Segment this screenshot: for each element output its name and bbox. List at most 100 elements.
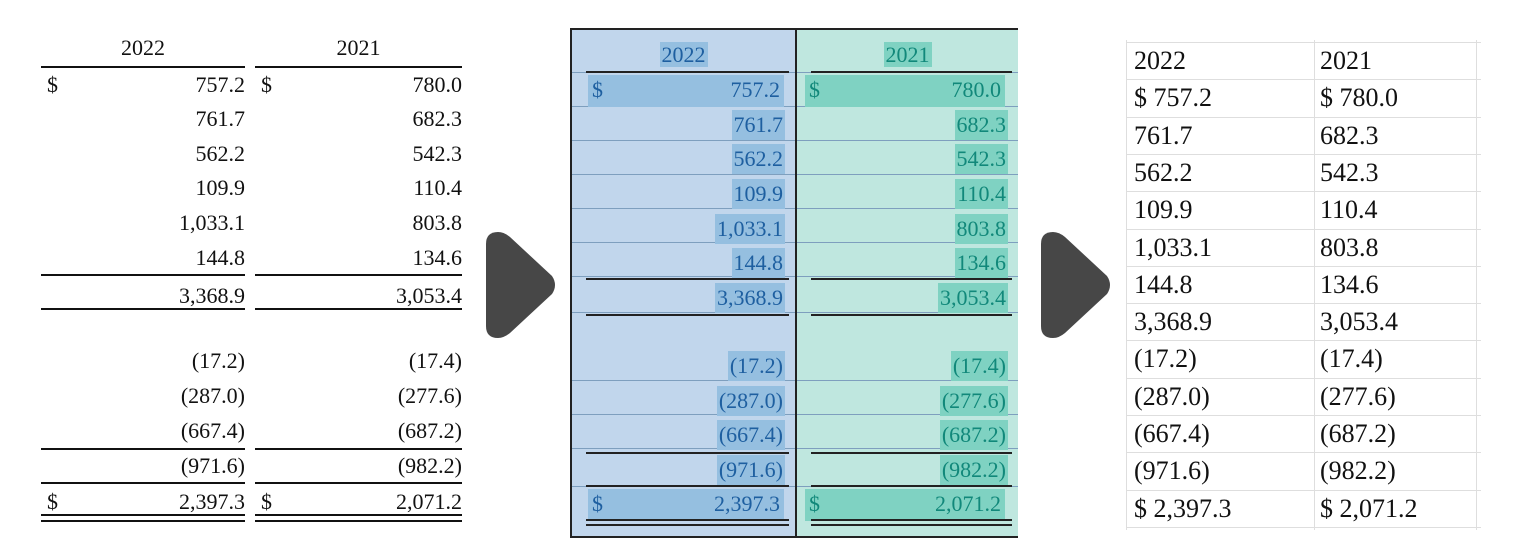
cell-value: (17.4) <box>950 351 1008 381</box>
table-cell: 144.8 <box>41 243 246 273</box>
table-cell: 1,033.1 <box>41 208 245 238</box>
cell-value: (17.4) <box>408 348 462 373</box>
row-separator <box>572 276 795 277</box>
detected-cell: $780.0 <box>805 75 1005 107</box>
detected-cell: 1,033.1 <box>572 214 795 246</box>
spreadsheet-header-cell[interactable]: 2022 <box>1134 46 1186 75</box>
spreadsheet-cell[interactable]: $ 757.2 <box>1134 83 1212 112</box>
spreadsheet-cell[interactable]: $ 2,397.3 <box>1134 494 1232 523</box>
row-separator <box>797 414 1018 415</box>
cell-value: 761.7 <box>195 106 246 131</box>
cell-value: (667.4) <box>716 420 785 450</box>
currency-symbol: $ <box>592 491 603 516</box>
column-header: 2022 <box>572 42 795 68</box>
currency-symbol: $ <box>261 72 272 97</box>
detected-cell: (287.0) <box>572 386 795 418</box>
currency-symbol: $ <box>261 489 272 514</box>
table-cell: 682.3 <box>255 104 463 134</box>
spreadsheet-cell[interactable]: (17.4) <box>1320 344 1383 373</box>
arrow-right-icon <box>1041 232 1110 338</box>
cell-value: 682.3 <box>954 110 1008 140</box>
grid-line <box>1126 303 1481 304</box>
column-header: 2021 <box>797 42 1018 68</box>
underline <box>811 485 1012 487</box>
double-underline <box>811 519 1012 526</box>
spreadsheet-cell[interactable]: $ 2,071.2 <box>1320 494 1418 523</box>
detected-cell: 134.6 <box>797 248 1018 280</box>
spreadsheet-cell[interactable]: 761.7 <box>1134 121 1193 150</box>
cell-value: 110.4 <box>955 179 1008 209</box>
table-cell: (971.6) <box>41 451 245 481</box>
spreadsheet-cell[interactable]: (982.2) <box>1320 456 1396 485</box>
cell-value: (982.2) <box>939 455 1008 485</box>
grid-line <box>1126 378 1481 379</box>
spreadsheet-cell[interactable]: 803.8 <box>1320 233 1379 262</box>
double-underline <box>41 514 245 522</box>
cell-value: 1,033.1 <box>715 214 785 244</box>
grid-line <box>1126 415 1481 416</box>
double-underline <box>586 519 789 526</box>
spreadsheet-cell[interactable]: 682.3 <box>1320 121 1379 150</box>
currency-symbol: $ <box>592 77 603 102</box>
underline <box>586 452 789 454</box>
table-cell: 109.9 <box>41 173 246 203</box>
cell-value: (667.4) <box>180 418 245 443</box>
cell-value: (17.2) <box>727 351 785 381</box>
cell-value: (287.0) <box>716 386 785 416</box>
column-header-label: 2022 <box>659 42 708 67</box>
underline <box>586 278 789 280</box>
cell-value: 3,053.4 <box>396 283 462 308</box>
grid-line <box>1126 40 1127 530</box>
cell-value: (971.6) <box>180 453 245 478</box>
cell-value: 780.0 <box>412 72 463 97</box>
underline <box>255 274 462 276</box>
spreadsheet-cell[interactable]: (667.4) <box>1134 419 1210 448</box>
spreadsheet-cell[interactable]: 562.2 <box>1134 158 1193 187</box>
spreadsheet-cell[interactable]: $ 780.0 <box>1320 83 1398 112</box>
cell-value: 134.6 <box>412 245 463 270</box>
detected-cell: 761.7 <box>572 110 795 142</box>
spreadsheet-header-cell[interactable]: 2021 <box>1320 46 1372 75</box>
cell-value: 110.4 <box>413 175 462 200</box>
spreadsheet-cell[interactable]: (287.0) <box>1134 382 1210 411</box>
table-cell: $2,071.2 <box>255 487 462 517</box>
spreadsheet-cell[interactable]: (687.2) <box>1320 419 1396 448</box>
row-separator <box>572 242 795 243</box>
underline <box>586 71 789 73</box>
table-cell: 562.2 <box>41 139 246 169</box>
spreadsheet-cell[interactable]: 144.8 <box>1134 270 1193 299</box>
spreadsheet-cell[interactable]: (971.6) <box>1134 456 1210 485</box>
cell-value: (17.2) <box>191 348 245 373</box>
table-cell: 3,368.9 <box>41 281 245 311</box>
spreadsheet-cell[interactable]: 109.9 <box>1134 195 1193 224</box>
currency-symbol: $ <box>47 489 58 514</box>
grid-line <box>1126 527 1481 528</box>
spreadsheet-cell[interactable]: (277.6) <box>1320 382 1396 411</box>
detected-cell: (17.2) <box>572 351 795 383</box>
spreadsheet-cell[interactable]: 134.6 <box>1320 270 1379 299</box>
row-separator <box>572 414 795 415</box>
spreadsheet-cell[interactable]: (17.2) <box>1134 344 1197 373</box>
row-separator <box>797 312 1018 313</box>
grid-line <box>1126 79 1481 80</box>
table-cell: (17.2) <box>41 346 245 376</box>
cell-value: (687.2) <box>397 418 462 443</box>
cell-value: 803.8 <box>954 214 1008 244</box>
spreadsheet-cell[interactable]: 1,033.1 <box>1134 233 1212 262</box>
spreadsheet-cell[interactable]: 110.4 <box>1320 195 1378 224</box>
spreadsheet-cell[interactable]: 3,053.4 <box>1320 307 1398 336</box>
detected-cell: (277.6) <box>797 386 1018 418</box>
spreadsheet-cell[interactable]: 542.3 <box>1320 158 1379 187</box>
spreadsheet-cell[interactable]: 3,368.9 <box>1134 307 1212 336</box>
table-cell: $2,397.3 <box>41 487 245 517</box>
detected-cell: 144.8 <box>572 248 795 280</box>
grid-line <box>1126 340 1481 341</box>
cell-value: (982.2) <box>397 453 462 478</box>
cell-value: 757.2 <box>195 72 246 97</box>
cell-value: (287.0) <box>180 383 245 408</box>
row-separator <box>797 276 1018 277</box>
underline <box>41 308 245 310</box>
spreadsheet-grid: 2022 2021 $ 757.2 $ 780.0 761.7 682.3 562.2 542… <box>1126 40 1481 530</box>
column-header-label: 2021 <box>883 42 932 67</box>
table-cell: 761.7 <box>41 104 246 134</box>
